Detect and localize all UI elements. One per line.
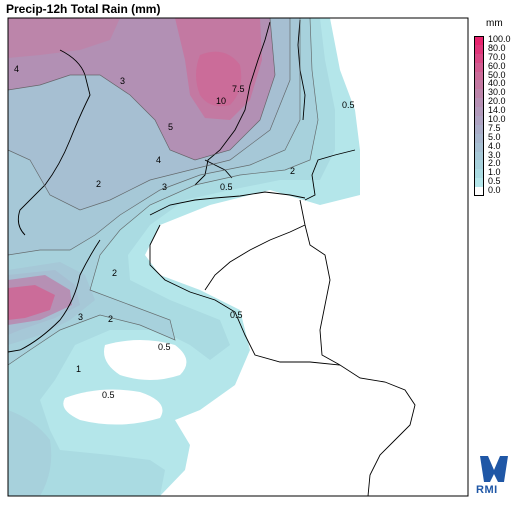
- contour-label: 0.5: [230, 310, 243, 320]
- legend-row: 7.5: [474, 122, 516, 134]
- contour-label: 2: [108, 314, 113, 324]
- contour-labels: 4 3 10 7.5 5 0.5 4 2 3 0.5 2 2 3 2 0.5 0…: [14, 64, 355, 400]
- legend-row: 40.0: [474, 78, 516, 90]
- legend-row: 3.0: [474, 149, 516, 161]
- legend-swatch: [474, 116, 484, 125]
- legend-row: 50.0: [474, 69, 516, 81]
- contour-label: 0.5: [342, 100, 355, 110]
- legend-label: 40.0: [488, 78, 506, 89]
- legend-swatch: [474, 142, 484, 152]
- legend-row: 5.0: [474, 131, 516, 143]
- legend-swatch: [474, 44, 484, 54]
- legend-swatch: [474, 98, 484, 108]
- legend-swatch: [474, 36, 484, 45]
- legend-swatch: [474, 53, 484, 63]
- contour-label: 0.5: [102, 390, 115, 400]
- legend-swatch: [474, 187, 484, 197]
- legend-label: 14.0: [488, 105, 506, 116]
- legend-swatch: [474, 71, 484, 81]
- color-legend: 100.0 80.0 70.0 60.0 50.0 40.0 30.0 20.0 14.0 10.…: [474, 34, 516, 197]
- contour-label: 5: [168, 122, 173, 132]
- legend-swatch: [474, 62, 484, 72]
- legend-row: 4.0: [474, 140, 516, 152]
- map-title: Precip-12h Total Rain (mm): [6, 2, 161, 16]
- legend-label: 5.0: [488, 131, 501, 142]
- legend-row: 1.0: [474, 167, 516, 179]
- legend-label: 60.0: [488, 60, 506, 71]
- legend-label: 3.0: [488, 149, 501, 160]
- legend-swatch: [474, 151, 484, 161]
- legend-label: 0.0: [488, 185, 501, 196]
- contour-label: 3: [120, 76, 125, 86]
- legend-swatch: [474, 178, 484, 188]
- legend-label: 50.0: [488, 69, 506, 80]
- legend-swatch: [474, 89, 484, 99]
- legend-label: 1.0: [488, 167, 501, 178]
- map-frame: [7, 17, 469, 497]
- legend-swatch: [474, 80, 484, 90]
- legend-label: 30.0: [488, 87, 506, 98]
- legend-unit: mm: [486, 18, 503, 29]
- legend-swatch: [474, 107, 484, 117]
- contour-label: 1: [76, 364, 81, 374]
- legend-row: 0.0: [474, 185, 516, 197]
- legend-label: 20.0: [488, 96, 506, 107]
- legend-label: 7.5: [488, 122, 501, 133]
- contour-label: 2: [96, 179, 101, 189]
- legend-row: 10.0: [474, 114, 516, 125]
- contour-label: 2: [112, 268, 117, 278]
- legend-label: 100.0: [488, 34, 511, 44]
- legend-row: 2.0: [474, 158, 516, 170]
- contour-label: 0.5: [220, 182, 233, 192]
- legend-row: 0.5: [474, 176, 516, 188]
- legend-row: 80.0: [474, 42, 516, 54]
- legend-swatch: [474, 160, 484, 170]
- contour-label: 0.5: [158, 342, 171, 352]
- contour-label: 3: [78, 312, 83, 322]
- legend-swatch: [474, 124, 484, 134]
- legend-row: 60.0: [474, 60, 516, 72]
- contour-label: 7.5: [232, 84, 245, 94]
- legend-label: 4.0: [488, 140, 501, 151]
- legend-label: 10.0: [488, 114, 506, 125]
- legend-swatch: [474, 169, 484, 179]
- coastlines: [7, 19, 416, 497]
- contour-label: 10: [216, 96, 226, 106]
- legend-swatch: [474, 133, 484, 143]
- legend-label: 0.5: [488, 176, 501, 187]
- rmi-logo-icon: [480, 456, 508, 482]
- contour-label: 2: [290, 166, 295, 176]
- legend-row: 30.0: [474, 87, 516, 99]
- contour-label: 4: [14, 64, 19, 74]
- legend-label: 2.0: [488, 158, 501, 169]
- legend-row: 70.0: [474, 51, 516, 63]
- legend-row: 14.0: [474, 105, 516, 117]
- legend-label: 80.0: [488, 42, 506, 53]
- contour-label: 4: [156, 155, 161, 165]
- legend-label: 70.0: [488, 51, 506, 62]
- legend-row: 20.0: [474, 96, 516, 108]
- legend-row: 100.0: [474, 34, 516, 45]
- contour-label: 3: [162, 182, 167, 192]
- logo-text: RMI: [476, 484, 498, 496]
